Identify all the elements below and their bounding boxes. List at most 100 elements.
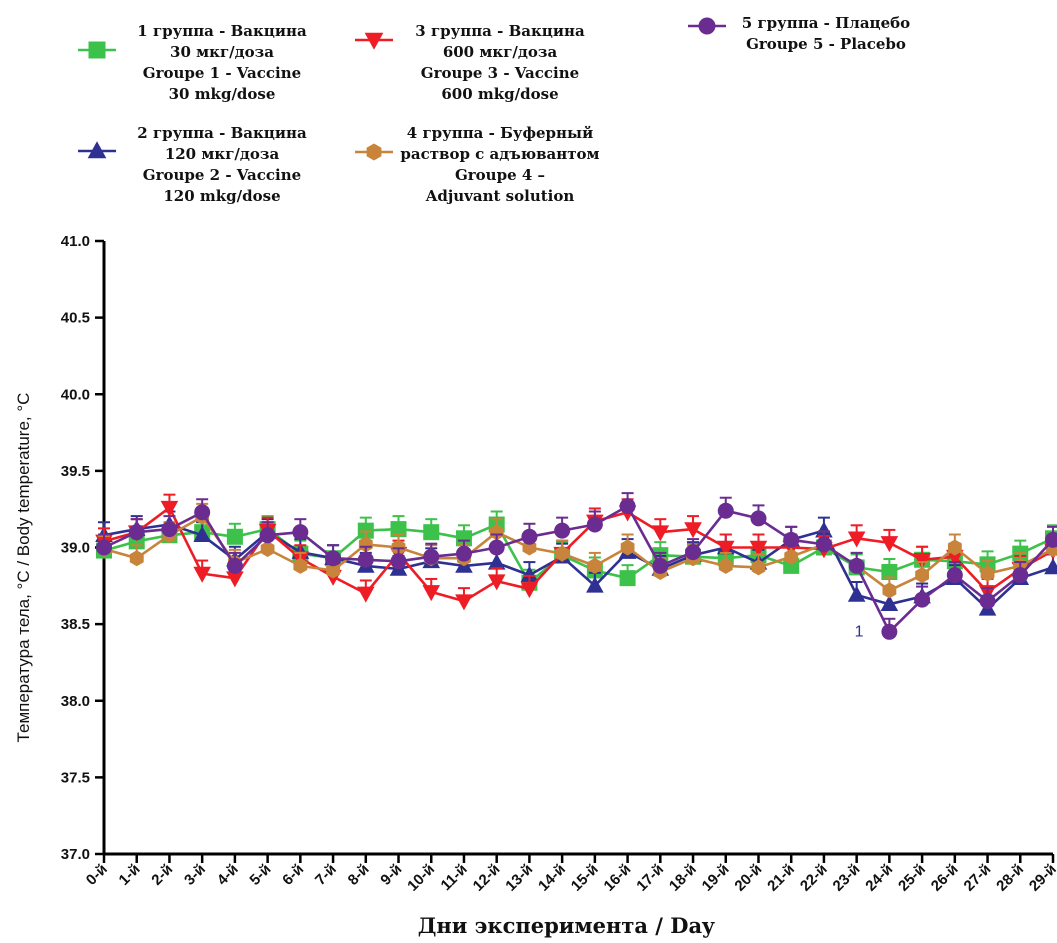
series-2-point [520,565,539,582]
series-3-point [455,594,473,611]
annotation-label: 1 [855,623,864,640]
x-tick-label: 29-й [1026,861,1057,895]
x-tick-label: 1-й [116,861,144,889]
legend-label: 120 mkg/dose [163,187,280,205]
legend-marker [364,32,384,50]
series-5-point [226,557,243,574]
x-tick-label: 7-й [312,861,340,889]
series-2-point [487,553,506,570]
series-3-point [913,552,931,569]
series-5-point [979,593,996,610]
series-4-point [129,550,144,567]
x-axis-label: Дни эксперимента / Day [418,913,715,938]
series-5-point [586,516,603,533]
x-tick-label: 28-й [993,861,1027,895]
series-4-point [784,548,799,565]
legend-label: 30 mkg/dose [169,85,276,103]
x-tick-label: 0-й [83,861,111,889]
x-tick-label: 3-й [181,861,209,889]
series-4-point [947,539,962,556]
series-3-point [946,549,964,566]
series-5-point [619,498,636,515]
series-1-point [423,524,440,541]
x-tick-label: 17-й [633,861,667,895]
series-5-point [881,623,898,640]
legend-marker [87,141,107,159]
series-5-point [357,551,374,568]
series-5-point [161,521,178,538]
x-tick-label: 24-й [862,861,896,895]
x-tick-label: 5-й [246,861,274,889]
legend-label: 1 группа - Вакцина [137,22,307,40]
x-tick-label: 11-й [438,861,471,894]
series-5-line [103,504,1054,634]
x-tick-label: 4-й [214,861,242,889]
series-5-point [521,528,538,545]
series-3-point [716,540,735,557]
series-5-point [783,531,800,548]
x-tick-label: 15-й [568,861,602,895]
legend-item-1: 1 группа - Вакцина 30 мкг/доза Groupe 1 - … [78,22,307,103]
series-3-point [422,585,441,602]
series-3-point [356,586,375,603]
legend-label: 600 мкг/доза [443,43,558,61]
x-tick-label: 21-й [764,861,798,895]
x-tick-label: 23-й [830,861,864,895]
legend-label: 3 группа - Вакцина [415,22,585,40]
series-5-point [554,522,571,539]
legend-label: Groupe 4 – [455,166,545,184]
series-5-point [259,527,276,544]
legend-label: 30 мкг/доза [170,43,274,61]
series-1-point [226,528,243,545]
series-2-point [847,585,866,602]
y-tick-label: 40.0 [61,386,90,403]
legend: 1 группа - Вакцина 30 мкг/доза Groupe 1 - … [78,14,910,205]
series-4-point [882,582,897,599]
legend-label: Adjuvant solution [425,187,575,205]
series-5-point [652,557,669,574]
y-tick-label: 37.5 [61,769,90,786]
x-tick-label: 13-й [502,861,536,895]
series-4-point [980,565,995,582]
series-1-point [390,521,407,538]
series-layer [95,492,1057,640]
x-tick-label: 12-й [470,861,504,895]
x-tick-label: 9-й [377,861,405,889]
series-3-point [520,582,539,599]
series-5-point [717,502,734,519]
series-5-point [128,524,145,541]
series-4-point [293,557,308,574]
y-tick-label: 39.5 [61,463,90,480]
series-4-point [326,562,340,579]
series-1-point [455,530,472,547]
legend-marker [698,17,716,35]
series-5 [96,492,1057,640]
y-tick-label: 37.0 [61,846,90,863]
series-5-point [815,536,832,553]
x-tick-label: 6-й [279,861,307,889]
series-5-point [914,591,931,608]
x-tick-label: 10-й [404,861,438,895]
series-5-point [946,567,963,584]
series-3-point [749,540,768,557]
series-3-point [880,536,899,553]
series-3-point [226,571,244,588]
x-tick-label: 20-й [731,861,765,895]
legend-label: 600 mkg/dose [441,85,558,103]
series-5-point [423,548,440,565]
series-5-point [96,539,112,556]
series-4-point [555,545,570,562]
x-tick-label: 16-й [601,861,635,895]
series-5-point [488,539,505,556]
legend-label: Groupe 1 - Vaccine [143,64,301,82]
series-4-point [587,557,602,574]
series-5-point [325,550,342,567]
x-tick-label: 8-й [345,861,373,889]
series-5-point [292,524,309,541]
series-3-point [847,531,866,548]
legend-label: Groupe 5 - Placebo [746,35,906,53]
series-4-point [489,524,504,541]
x-tick-label: 27-й [961,861,995,895]
series-5-point [455,545,472,562]
series-5-point [1012,567,1029,584]
